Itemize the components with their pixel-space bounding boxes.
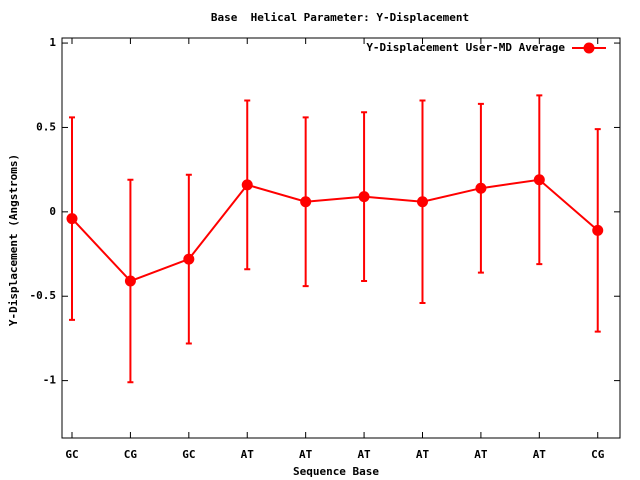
x-axis-label: Sequence Base	[293, 465, 379, 478]
data-point	[358, 191, 370, 203]
y-axis-label: Y-Displacement (Angstroms)	[7, 154, 20, 326]
x-tick-label: AT	[416, 448, 430, 461]
data-point	[124, 275, 136, 287]
data-point	[592, 224, 604, 236]
legend-label: Y-Displacement User-MD Average	[366, 41, 565, 54]
x-tick-label: AT	[474, 448, 488, 461]
x-tick-label: AT	[357, 448, 371, 461]
x-tick-label: AT	[241, 448, 255, 461]
y-tick-label: 0.5	[36, 120, 56, 133]
x-tick-label: GC	[65, 448, 78, 461]
legend-marker	[583, 42, 595, 54]
chart-title: Base Helical Parameter: Y-Displacement	[211, 11, 469, 24]
x-tick-label: GC	[182, 448, 195, 461]
data-point	[475, 182, 487, 194]
data-point	[241, 179, 253, 191]
x-tick-label: AT	[533, 448, 547, 461]
data-point	[533, 174, 545, 186]
data-point	[416, 196, 428, 208]
y-tick-label: -0.5	[30, 289, 57, 302]
data-point	[300, 196, 312, 208]
x-tick-label: AT	[299, 448, 313, 461]
x-tick-label: CG	[591, 448, 605, 461]
y-tick-label: 0	[49, 205, 56, 218]
y-tick-label: -1	[43, 374, 57, 387]
y-tick-label: 1	[49, 36, 56, 49]
x-tick-label: CG	[124, 448, 138, 461]
series-line	[71, 178, 599, 283]
data-point	[66, 213, 78, 225]
plot-frame	[61, 37, 621, 439]
data-point	[183, 253, 195, 265]
